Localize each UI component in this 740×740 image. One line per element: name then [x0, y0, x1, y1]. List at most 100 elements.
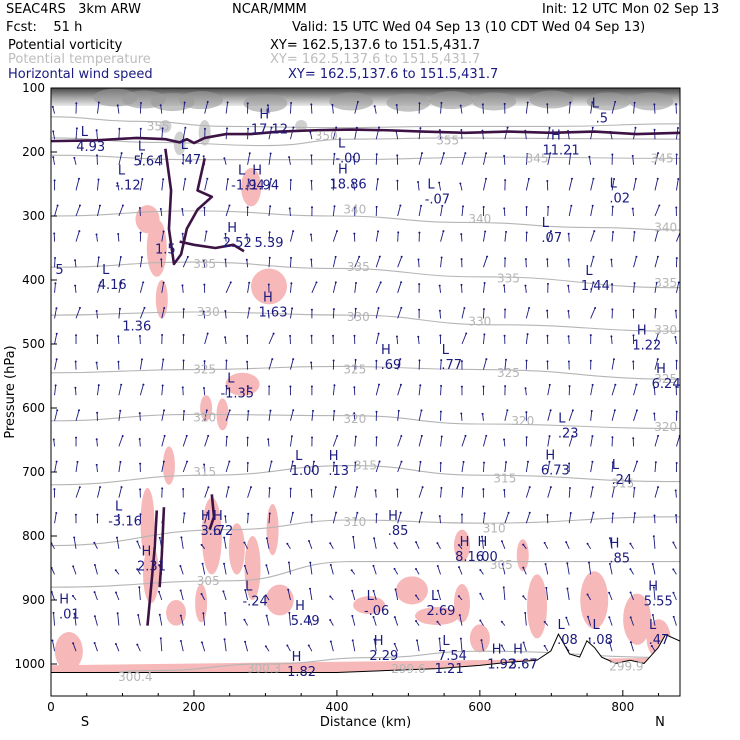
wind-vector-head [440, 359, 443, 362]
wind-vector [204, 231, 207, 242]
negative-pv-shading [469, 624, 490, 653]
wind-vector [504, 462, 507, 473]
pv-extremum-value: 2.31 [137, 559, 166, 574]
wind-vector [418, 410, 422, 421]
wind-vector [225, 259, 227, 268]
wind-vector [437, 542, 441, 550]
wind-vector-head [418, 359, 421, 362]
pv-extremum-marker: H [477, 535, 487, 550]
pv-extremum-marker: L [610, 176, 618, 191]
wind-vector-head [612, 230, 615, 233]
wind-vector-head [503, 284, 506, 287]
wind-vector-head [400, 281, 403, 284]
isentrope-label: 345 [651, 151, 674, 165]
pv-extremum-marker: L [593, 618, 601, 633]
wind-vector-head [546, 179, 549, 182]
wind-vector [96, 234, 98, 242]
wind-vector-head [246, 206, 249, 209]
wind-vector [610, 336, 613, 345]
wind-vector [437, 590, 441, 601]
isentrope-label: 330 [468, 315, 491, 329]
wind-vector [94, 642, 98, 652]
wind-vector [547, 436, 550, 447]
wind-vector-head [93, 591, 96, 594]
wind-vector [332, 462, 335, 473]
wind-vector-head [353, 206, 356, 209]
wind-vector-head [136, 568, 139, 571]
wind-vector-head [186, 460, 189, 463]
pv-extremum-marker: H [648, 580, 658, 595]
negative-pv-shading [414, 607, 459, 625]
wind-vector-head [399, 383, 402, 386]
wind-vector [182, 285, 184, 293]
wind-vector [545, 587, 549, 601]
wind-vector-head [483, 461, 486, 464]
wind-vector [609, 563, 613, 575]
wind-vector [268, 358, 273, 370]
wind-vector-head [611, 461, 614, 464]
wind-vector [524, 285, 527, 293]
isentrope-label: 340 [343, 203, 366, 217]
wind-vector [225, 461, 230, 473]
wind-vector-head [224, 515, 227, 518]
wind-vector [288, 612, 291, 626]
wind-vector-head [289, 487, 292, 490]
wind-vector-head [675, 257, 678, 260]
wind-vector [373, 616, 377, 626]
valid-time: Valid: 15 UTC Wed 04 Sep 13 (10 CDT Wed … [292, 20, 646, 35]
wind-vector-head [608, 537, 611, 540]
wind-vector-head [460, 360, 463, 363]
wind-vector [440, 360, 442, 370]
wind-vector-head [97, 178, 100, 181]
wind-vector-head [479, 568, 482, 571]
negative-pv-shading [54, 632, 83, 671]
wind-vector-head [674, 309, 677, 312]
wind-vector [224, 310, 227, 319]
wind-vector-head [460, 258, 463, 261]
wind-vector-head [245, 233, 248, 236]
wind-vector [246, 234, 249, 242]
wind-vector [225, 487, 229, 498]
isentrope-label: 330 [654, 323, 677, 337]
wind-vector [394, 643, 399, 652]
wind-vector-head [548, 126, 551, 129]
wind-vector-head [464, 152, 467, 155]
wind-vector-head [207, 434, 210, 437]
x-tick-label: 400 [325, 700, 348, 714]
wind-vector-head [267, 438, 270, 441]
wind-vector [461, 307, 465, 319]
wind-vector-head [396, 179, 399, 182]
wind-vector [461, 152, 466, 165]
wind-vector-head [613, 409, 616, 412]
wind-vector-head [114, 591, 117, 594]
pv-extremum-marker: H [227, 221, 237, 236]
wind-vector-head [140, 152, 143, 155]
wind-vector-head [503, 438, 506, 441]
wind-vector-head [118, 127, 121, 130]
wind-vector-head [138, 412, 141, 415]
wind-vector [630, 592, 634, 601]
wind-vector-head [223, 611, 226, 614]
wind-vector [332, 411, 335, 421]
wind-vector-head [159, 637, 162, 640]
wind-vector-head [567, 258, 570, 261]
wind-vector [483, 256, 488, 268]
negative-pv-shading [225, 372, 260, 396]
wind-vector-head [310, 361, 313, 364]
wind-vector [482, 282, 486, 293]
wind-vector [461, 461, 464, 473]
wind-vector [482, 153, 487, 165]
isentrope-350 [51, 137, 680, 147]
wind-vector-head [415, 541, 418, 544]
model-title: SEAC4RS 3km ARW [6, 2, 142, 17]
wind-vector [311, 282, 317, 293]
pv-extremum-value: 3.6 [200, 524, 221, 539]
wind-vector [479, 593, 484, 601]
isentrope-label: 315 [611, 477, 634, 491]
wind-vector-head [568, 487, 571, 490]
x-tick-label: 0 [47, 700, 55, 714]
wind-vector-head [631, 154, 634, 157]
wind-vector [161, 231, 165, 242]
wind-vector-head [565, 541, 568, 544]
